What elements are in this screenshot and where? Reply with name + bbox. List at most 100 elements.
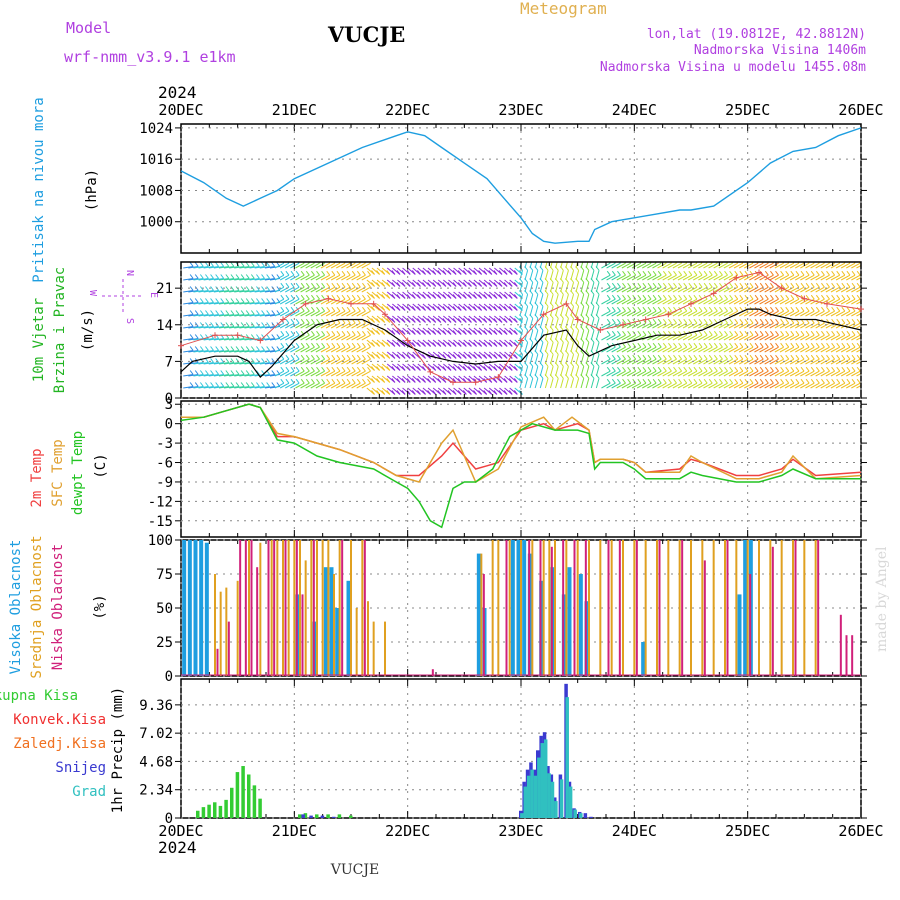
wind-barb — [320, 382, 330, 389]
wind-barb-flag — [836, 330, 841, 336]
panel-frame — [180, 678, 862, 819]
wind-barb-flag — [524, 290, 529, 295]
wind-barb-flag — [316, 378, 320, 384]
wind-barb-flag — [498, 342, 503, 347]
wind-barb — [560, 378, 564, 389]
wind-barb-flag — [673, 318, 677, 324]
wind-barb-flag — [585, 290, 590, 295]
wind-barb-flag — [437, 306, 442, 311]
wind-barb — [754, 310, 764, 317]
wind-barb-flag — [271, 334, 276, 339]
cloud-bar — [758, 540, 760, 676]
wind-barb-flag — [846, 342, 851, 348]
wind-barb-flag — [595, 290, 600, 295]
wind-barb-flag — [591, 254, 594, 258]
wind-barb-flag — [708, 318, 713, 324]
wind-barb-flag — [285, 378, 290, 384]
time-tick-top: 24DEC — [612, 101, 657, 119]
wind-barb-flag — [316, 366, 320, 372]
wind-axis-title-2: Brzina i Pravac — [52, 267, 68, 393]
wind-barb-flag — [775, 330, 779, 336]
wind-barb — [754, 346, 764, 353]
wind-barb-flag — [295, 318, 300, 324]
wind-barb — [305, 382, 315, 389]
wind-barb — [769, 262, 779, 269]
lonlat-text: lon,lat (19.0812E, 42.8812N) — [647, 27, 866, 42]
wind-barb-flag — [688, 318, 693, 324]
wind-barb — [846, 382, 856, 389]
wind-barb-flag — [220, 382, 225, 387]
wind-barb-flag — [225, 346, 230, 351]
wind-barb — [626, 322, 636, 329]
wind-barb — [789, 346, 800, 353]
wind-barb-flag — [668, 354, 672, 360]
wind-barb-flag — [754, 366, 759, 372]
wind-barb-flag — [642, 366, 647, 372]
wind-barb-flag — [856, 342, 861, 348]
wind-barb — [698, 370, 708, 377]
wind-barb-flag — [391, 318, 396, 323]
wind-barb-flag — [189, 382, 194, 387]
precip-bar — [565, 697, 569, 818]
wind-barb — [769, 334, 779, 341]
wind-barb-flag — [529, 374, 534, 379]
wind-barb — [320, 358, 330, 365]
wind-barb-flag — [462, 306, 467, 311]
wind-barb-flag — [417, 366, 421, 371]
wind-barb-flag — [478, 378, 483, 383]
wind-barb-flag — [513, 318, 518, 323]
wind-barb — [754, 274, 764, 281]
wind-barb — [851, 262, 861, 269]
wind-barb-flag — [570, 350, 574, 355]
cloud-bar — [327, 540, 330, 676]
wind-barb-flag — [371, 366, 375, 371]
wind-barb — [213, 350, 224, 353]
wind-barb-flag — [693, 354, 698, 360]
cloud-bar — [576, 540, 579, 676]
wind-barb-flag — [606, 318, 611, 324]
wind-barb — [183, 266, 194, 269]
cloud-bar — [633, 540, 636, 676]
wind-barb — [300, 262, 310, 269]
wind-barb — [851, 286, 861, 293]
cloud-bar — [641, 642, 646, 676]
wind-barb — [820, 262, 830, 269]
wind-barb-flag — [356, 282, 361, 288]
wind-barb — [234, 266, 245, 269]
wind-barb — [626, 334, 636, 341]
wind-barb-flag — [488, 342, 493, 347]
y-tick-label: -12 — [148, 494, 173, 510]
wind-barb — [779, 346, 789, 353]
wind-barb-flag — [800, 378, 805, 384]
wind-barb — [708, 286, 718, 293]
wind-barb — [825, 382, 835, 389]
wind-barb — [300, 310, 310, 317]
wind-barb — [539, 342, 544, 353]
wind-barb-flag — [250, 334, 255, 339]
wind-barb-flag — [632, 270, 637, 276]
wind-barb-flag — [205, 298, 209, 303]
wind-barb-flag — [708, 294, 713, 300]
wind-barb — [789, 382, 800, 389]
wind-barb — [213, 386, 224, 389]
wind-barb-flag — [367, 306, 371, 312]
wind-barb — [805, 262, 815, 269]
wind-barb — [575, 342, 580, 353]
wind-barb-flag — [647, 342, 652, 348]
wind-barb-flag — [356, 294, 361, 300]
wind-barb-flag — [371, 294, 375, 299]
wind-barb-flag — [411, 294, 416, 299]
wind-barb — [198, 326, 209, 329]
wind-barb — [223, 350, 235, 353]
wind-barb — [346, 322, 356, 329]
wind-barb — [555, 342, 559, 353]
wind-barb-flag — [622, 270, 626, 276]
wind-barb — [738, 274, 749, 281]
wind-barb-flag — [503, 390, 508, 395]
wind-barb-flag — [693, 306, 698, 312]
wind-barb — [769, 274, 779, 281]
wind-barb — [810, 310, 820, 317]
wind-barb — [621, 382, 631, 389]
wind-barb-flag — [235, 382, 240, 387]
wind-barb-flag — [326, 306, 331, 312]
